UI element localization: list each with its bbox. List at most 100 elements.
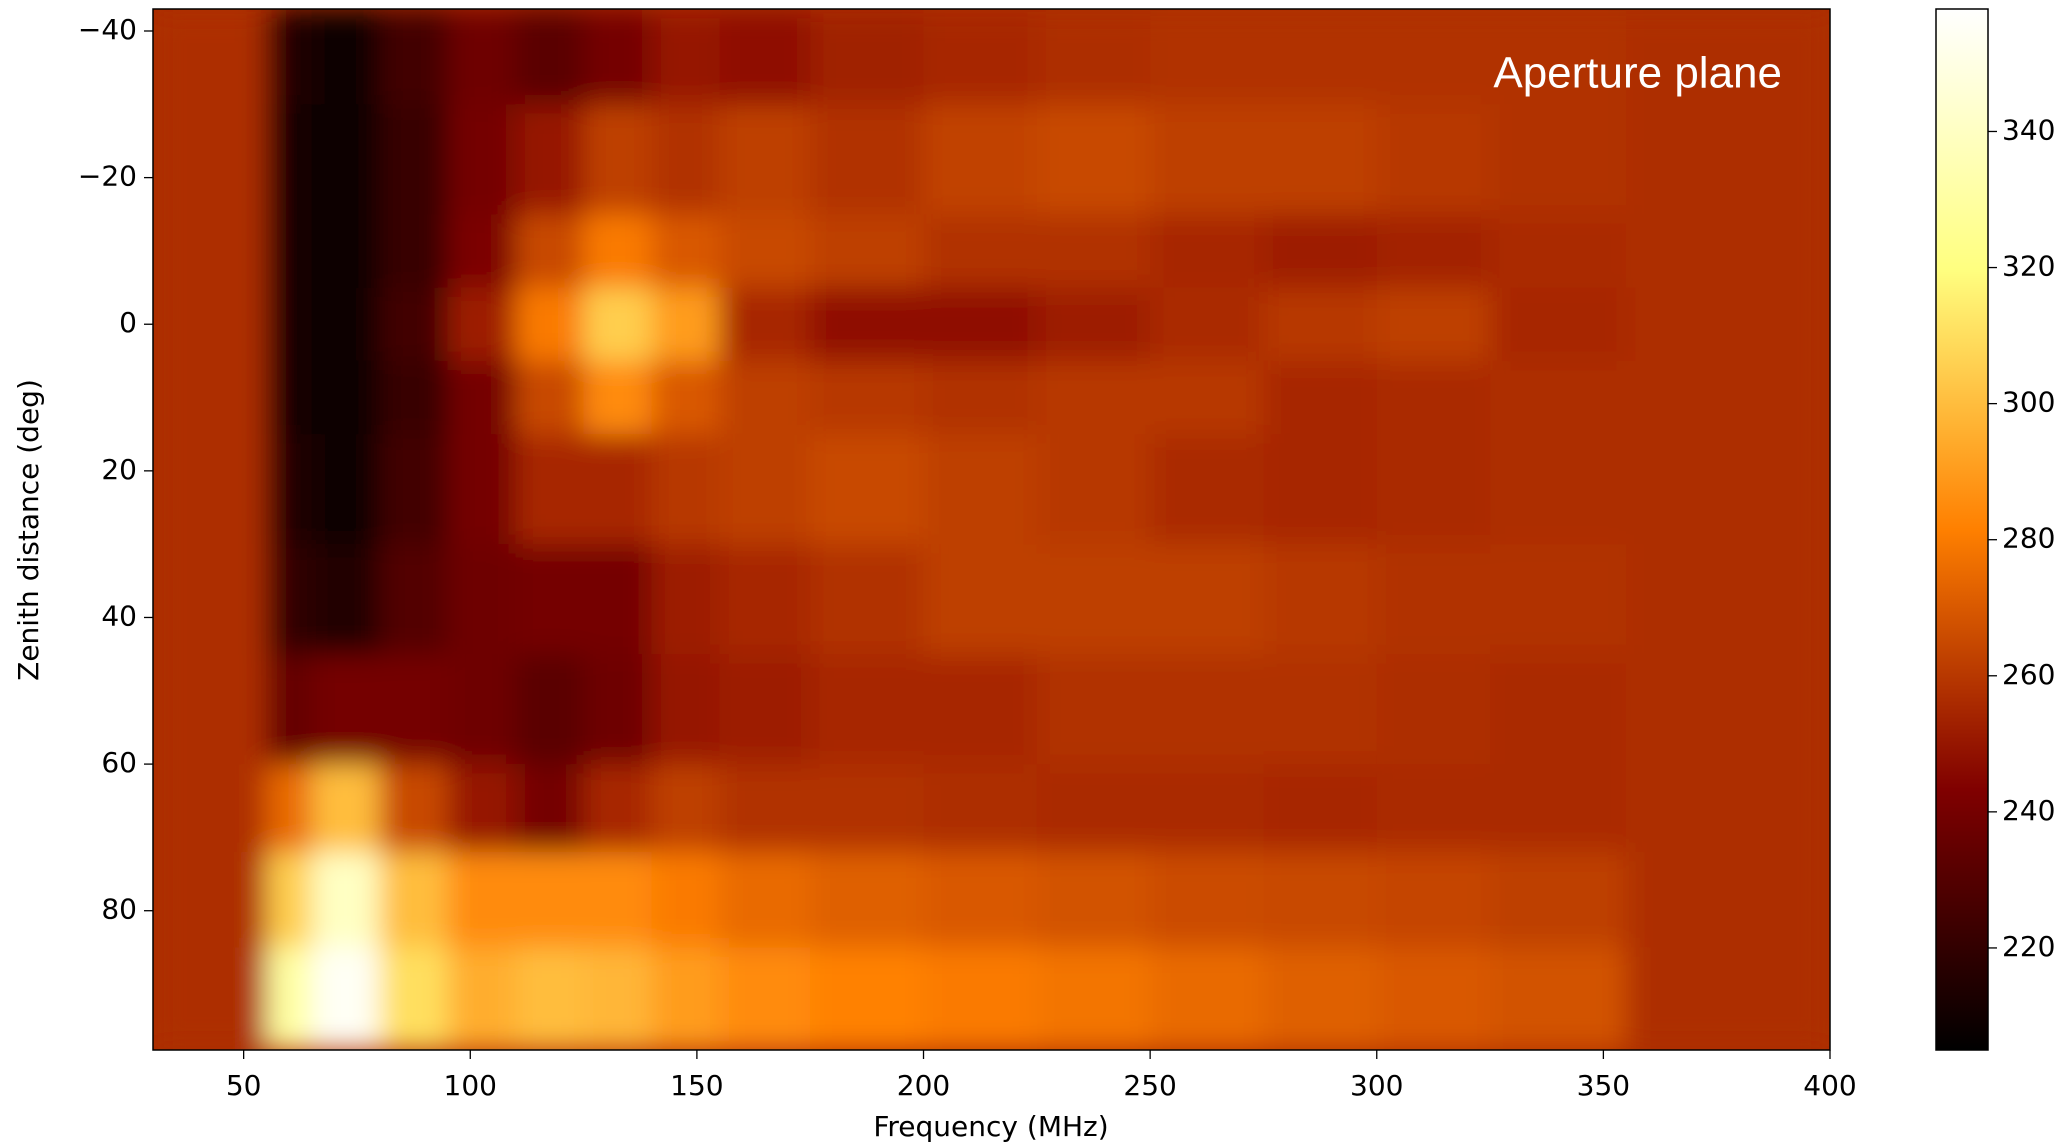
heatmap-cell bbox=[923, 214, 1038, 289]
heatmap-cell bbox=[810, 104, 925, 215]
heatmap-cell bbox=[266, 104, 313, 215]
x-tick-label: 250 bbox=[1123, 1069, 1176, 1102]
y-tick-label: 0 bbox=[119, 306, 137, 339]
heatmap-cell bbox=[266, 214, 313, 289]
heatmap-cell bbox=[515, 852, 585, 948]
heatmap-cell bbox=[311, 360, 381, 435]
heatmap-cell bbox=[583, 360, 653, 435]
heatmap-cell bbox=[1263, 287, 1378, 362]
x-tick-label: 150 bbox=[670, 1069, 723, 1102]
heatmap-cell bbox=[1150, 104, 1265, 215]
heatmap-cell bbox=[1263, 947, 1378, 1050]
heatmap-cell bbox=[1626, 947, 1830, 1050]
heatmap-cell bbox=[719, 104, 811, 215]
heatmap-cell bbox=[311, 947, 381, 1050]
heatmap-cell bbox=[1376, 360, 1491, 435]
heatmap-cell bbox=[1490, 947, 1627, 1050]
heatmap-cell bbox=[651, 104, 721, 215]
heatmap-cell bbox=[923, 104, 1038, 215]
heatmap-cell bbox=[719, 360, 811, 435]
heatmap-cell bbox=[810, 544, 925, 655]
heatmap-cell bbox=[1490, 9, 1627, 105]
heatmap-cell bbox=[1263, 214, 1378, 289]
x-tick-label: 300 bbox=[1350, 1069, 1403, 1102]
heatmap-cell bbox=[447, 654, 517, 765]
heatmap-cell bbox=[1150, 214, 1265, 289]
heatmap-cell bbox=[923, 764, 1038, 853]
heatmap-cell bbox=[1263, 852, 1378, 948]
heatmap-cell bbox=[1150, 360, 1265, 435]
heatmap-cell bbox=[651, 287, 721, 362]
heatmap-cell bbox=[719, 544, 811, 655]
colorbar-tick-label: 300 bbox=[2002, 386, 2055, 419]
heatmap-cell bbox=[1263, 360, 1378, 435]
heatmap-cell bbox=[1150, 287, 1265, 362]
heatmap-cell bbox=[153, 9, 267, 105]
heatmap-cell bbox=[515, 434, 585, 545]
annotation: Aperture plane bbox=[1493, 49, 1782, 98]
heatmap-cell bbox=[923, 654, 1038, 765]
heatmap-cell bbox=[810, 764, 925, 853]
heatmap-cell bbox=[1490, 104, 1627, 215]
heatmap-cell bbox=[311, 764, 381, 853]
heatmap-cell bbox=[583, 764, 653, 853]
heatmap-cell bbox=[311, 9, 381, 105]
heatmap-cell bbox=[719, 287, 811, 362]
x-axis-label: Frequency (MHz) bbox=[873, 1110, 1108, 1142]
heatmap-cell bbox=[379, 214, 449, 289]
heatmap-cell bbox=[719, 764, 811, 853]
y-axis-label: Zenith distance (deg) bbox=[12, 379, 45, 681]
y-tick-label: −40 bbox=[78, 13, 137, 46]
heatmap-cell bbox=[651, 360, 721, 435]
heatmap-cell bbox=[1490, 214, 1627, 289]
heatmap-cell bbox=[1150, 764, 1265, 853]
heatmap-cell bbox=[1263, 764, 1378, 853]
x-tick-label: 350 bbox=[1577, 1069, 1630, 1102]
heatmap-cell bbox=[379, 852, 449, 948]
heatmap-cell bbox=[1490, 360, 1627, 435]
heatmap-cell bbox=[1490, 852, 1627, 948]
heatmap-cell bbox=[153, 947, 267, 1050]
heatmap-cell bbox=[447, 104, 517, 215]
heatmap-cell bbox=[515, 214, 585, 289]
heatmap-cell bbox=[447, 947, 517, 1050]
heatmap-cell bbox=[379, 360, 449, 435]
heatmap-cell bbox=[379, 947, 449, 1050]
heatmap-cell bbox=[311, 544, 381, 655]
heatmap-cell bbox=[515, 764, 585, 853]
heatmap-cell bbox=[810, 434, 925, 545]
heatmap-cell bbox=[266, 764, 313, 853]
heatmap-cell bbox=[1376, 287, 1491, 362]
heatmap-cell bbox=[1376, 852, 1491, 948]
heatmap-cell bbox=[447, 764, 517, 853]
heatmap-cell bbox=[1376, 434, 1491, 545]
heatmap-cell bbox=[810, 214, 925, 289]
heatmap-cell bbox=[379, 434, 449, 545]
heatmap-cell bbox=[1626, 654, 1830, 765]
y-tick-label: 60 bbox=[101, 746, 137, 779]
heatmap-cell bbox=[515, 9, 585, 105]
heatmap-cell bbox=[1150, 544, 1265, 655]
heatmap-cell bbox=[447, 214, 517, 289]
heatmap-cell bbox=[447, 9, 517, 105]
colorbar-tick-label: 240 bbox=[2002, 794, 2055, 827]
heatmap-cell bbox=[1263, 654, 1378, 765]
heatmap-cell bbox=[515, 287, 585, 362]
heatmap-cell bbox=[810, 287, 925, 362]
heatmap-cell bbox=[266, 360, 313, 435]
heatmap-cell bbox=[651, 947, 721, 1050]
heatmap-cell bbox=[153, 764, 267, 853]
x-tick-label: 200 bbox=[897, 1069, 950, 1102]
heatmap-cell bbox=[1626, 104, 1830, 215]
heatmap-cell bbox=[1036, 104, 1151, 215]
heatmap-cell bbox=[1263, 9, 1378, 105]
heatmap-cell bbox=[153, 214, 267, 289]
heatmap-cell bbox=[311, 852, 381, 948]
heatmap-cell bbox=[515, 104, 585, 215]
x-tick-label: 50 bbox=[226, 1069, 262, 1102]
heatmap-cell bbox=[651, 544, 721, 655]
heatmap-cell bbox=[153, 654, 267, 765]
heatmap-cell bbox=[153, 360, 267, 435]
heatmap-cell bbox=[719, 654, 811, 765]
